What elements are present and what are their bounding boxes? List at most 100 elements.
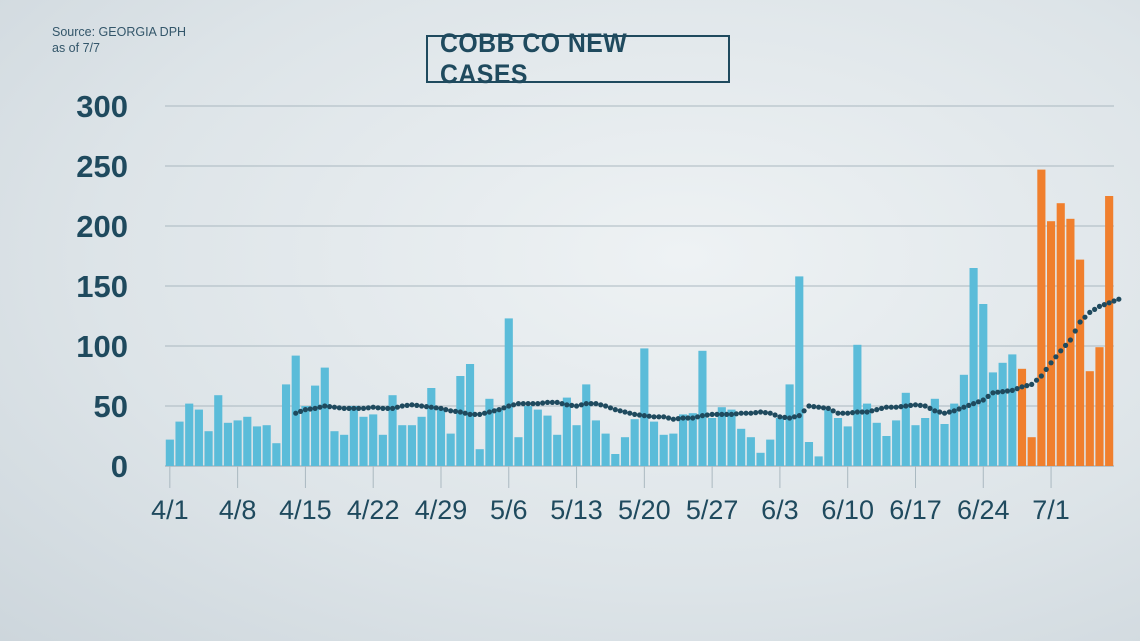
source-note: Source: GEORGIA DPH as of 7/7 xyxy=(52,24,186,56)
average-point xyxy=(840,410,846,416)
average-point xyxy=(448,408,454,414)
bar xyxy=(804,442,814,466)
bar xyxy=(485,398,494,466)
average-point xyxy=(341,405,347,411)
y-tick-label: 200 xyxy=(76,209,128,244)
bar xyxy=(262,425,271,466)
bar xyxy=(388,395,397,466)
y-axis-ticks: 0 50 100 150 200 250 300 xyxy=(76,89,128,484)
bar xyxy=(611,454,620,466)
average-point xyxy=(782,414,788,420)
average-point xyxy=(506,403,512,409)
average-point xyxy=(680,415,686,421)
average-point xyxy=(888,404,894,410)
bar xyxy=(824,409,833,466)
average-point xyxy=(477,411,483,417)
average-point xyxy=(878,405,885,411)
bar xyxy=(562,397,571,466)
bar xyxy=(921,418,930,466)
average-point xyxy=(428,404,434,410)
as-of-date: as of 7/7 xyxy=(52,41,100,55)
average-point xyxy=(743,410,749,416)
bar xyxy=(572,425,581,466)
average-point xyxy=(796,413,802,419)
y-tick-label: 100 xyxy=(76,329,128,364)
average-point xyxy=(724,411,730,417)
average-point xyxy=(433,405,439,411)
average-point xyxy=(845,410,851,416)
average-point xyxy=(351,405,357,411)
bar xyxy=(495,408,504,466)
bar xyxy=(165,439,174,466)
bar xyxy=(1105,196,1114,466)
average-point xyxy=(777,414,783,420)
bar xyxy=(1017,368,1027,466)
bar xyxy=(892,420,901,466)
bar xyxy=(708,418,717,466)
average-point xyxy=(786,415,793,421)
average-point xyxy=(854,409,860,415)
average-point xyxy=(414,402,420,408)
average-point xyxy=(665,415,672,421)
bar xyxy=(649,421,659,466)
average-point xyxy=(331,404,338,410)
average-point xyxy=(302,407,309,413)
average-point xyxy=(501,405,507,411)
bar xyxy=(795,276,804,466)
bar xyxy=(640,348,649,466)
average-point xyxy=(820,405,827,411)
average-point xyxy=(695,414,701,420)
average-point xyxy=(961,404,967,410)
bar xyxy=(1027,437,1036,466)
average-point xyxy=(1000,389,1006,395)
bar xyxy=(969,268,978,466)
bar xyxy=(601,433,610,466)
bar xyxy=(311,385,320,466)
average-point xyxy=(990,390,996,396)
bar xyxy=(862,403,872,466)
average-point xyxy=(385,405,391,411)
bar xyxy=(204,431,213,466)
average-point xyxy=(859,409,865,415)
average-point xyxy=(307,406,313,412)
average-point xyxy=(1043,366,1049,372)
average-point xyxy=(830,408,836,414)
average-point xyxy=(607,405,614,411)
average-point xyxy=(394,404,401,410)
average-point xyxy=(1053,354,1059,360)
average-point xyxy=(690,415,696,421)
x-tick-label: 6/3 xyxy=(761,495,799,525)
average-point xyxy=(1082,314,1088,320)
x-tick-label: 5/27 xyxy=(686,495,739,525)
average-point xyxy=(709,411,715,417)
bar xyxy=(320,367,329,466)
average-point xyxy=(336,405,342,411)
average-point xyxy=(714,411,720,417)
bar xyxy=(843,426,852,466)
average-point xyxy=(748,410,754,416)
bar xyxy=(620,437,630,466)
average-point xyxy=(903,403,909,409)
average-point xyxy=(452,408,459,414)
average-point xyxy=(389,405,396,411)
average-point xyxy=(772,412,778,418)
x-tick-label: 4/8 xyxy=(219,495,257,525)
average-point xyxy=(632,411,638,417)
x-tick-label: 6/17 xyxy=(889,495,942,525)
bar xyxy=(679,414,688,466)
average-point xyxy=(1048,360,1054,366)
average-point xyxy=(849,410,856,416)
x-tick-label: 6/24 xyxy=(957,495,1010,525)
average-point xyxy=(941,410,948,416)
average-point xyxy=(917,402,923,408)
bar xyxy=(340,434,349,466)
average-point xyxy=(893,404,899,410)
bar xyxy=(359,416,368,466)
x-tick-label: 4/1 xyxy=(151,495,189,525)
y-tick-label: 250 xyxy=(76,149,128,184)
average-point xyxy=(578,402,584,408)
bar xyxy=(243,416,252,466)
average-point xyxy=(317,404,323,410)
x-tick-label: 4/29 xyxy=(415,495,468,525)
average-point xyxy=(966,402,972,408)
